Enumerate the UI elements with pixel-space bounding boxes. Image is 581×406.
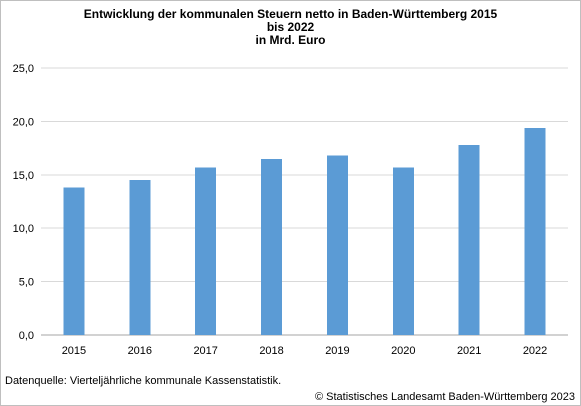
- copyright-note: © Statistisches Landesamt Baden-Württemb…: [314, 391, 575, 403]
- y-tick-label: 25,0: [13, 63, 34, 75]
- chart-title-line-3: in Mrd. Euro: [255, 33, 326, 47]
- y-tick-label: 20,0: [13, 116, 34, 128]
- bar-2019: [326, 155, 348, 335]
- bar-2018: [261, 158, 283, 335]
- x-tick-label: 2022: [523, 345, 547, 357]
- y-tick-label: 0,0: [19, 330, 34, 342]
- chart-title-line-2: bis 2022: [266, 20, 315, 34]
- bar-2017: [195, 167, 217, 335]
- x-tick-label: 2015: [62, 345, 86, 357]
- bar-2016: [129, 180, 151, 335]
- bar-2022: [524, 127, 546, 335]
- x-tick-label: 2021: [457, 345, 481, 357]
- y-tick-label: 10,0: [13, 223, 34, 235]
- x-tick-label: 2020: [391, 345, 415, 357]
- bar-2015: [63, 187, 85, 335]
- chart-title: Entwicklung der kommunalen Steuern netto…: [1, 8, 580, 47]
- x-tick-label: 2016: [128, 345, 152, 357]
- y-tick-label: 15,0: [13, 170, 34, 182]
- x-tick-label: 2018: [259, 345, 283, 357]
- chart-title-line-1: Entwicklung der kommunalen Steuern netto…: [83, 7, 498, 21]
- y-tick-label: 5,0: [19, 277, 34, 289]
- bar-2020: [392, 167, 414, 335]
- x-tick-label: 2019: [325, 345, 349, 357]
- x-tick-label: 2017: [193, 345, 217, 357]
- bar-2021: [458, 144, 480, 335]
- data-source-note: Datenquelle: Vierteljährliche kommunale …: [5, 375, 282, 387]
